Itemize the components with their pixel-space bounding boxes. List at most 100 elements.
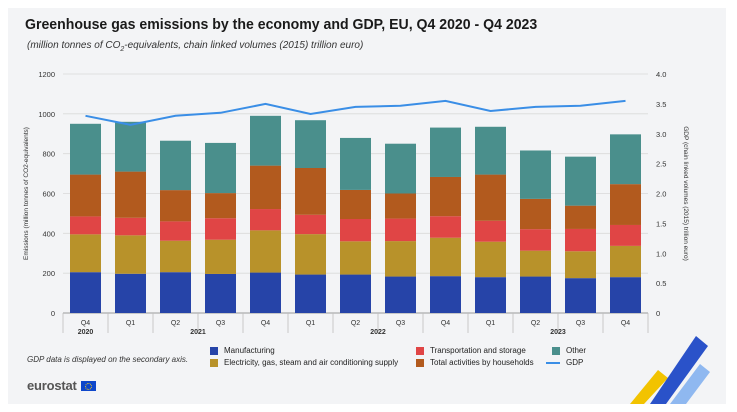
bar-other (610, 134, 641, 185)
bar-transport (250, 209, 281, 231)
legend-item-households: Total activities by households (416, 358, 534, 367)
legend-item-manufacturing: Manufacturing (210, 346, 275, 355)
bar-other (295, 120, 326, 169)
bar-other (160, 140, 191, 191)
bar-households (385, 193, 416, 219)
x-year-label: 2022 (370, 329, 386, 336)
bar-households (70, 174, 101, 217)
deco-yellow-stripe (630, 370, 668, 404)
bar-households (565, 205, 596, 229)
y2-tick-label: 2.5 (656, 160, 666, 169)
bar-other (340, 137, 371, 190)
bar-households (340, 189, 371, 219)
y2-tick-label: 3.0 (656, 130, 666, 139)
bar-transport (475, 220, 506, 242)
gdp-line (85, 99, 626, 126)
bar-households (115, 171, 146, 218)
y2-tick-label: 1.0 (656, 249, 666, 258)
bar-transport (160, 221, 191, 241)
legend-label-electricity: Electricity, gas, steam and air conditio… (224, 358, 399, 367)
bar-electricity (430, 237, 461, 277)
bar-manufacturing (385, 276, 416, 313)
x-tick-label: Q2 (351, 320, 360, 327)
bar-households (520, 198, 551, 230)
bar-manufacturing (430, 276, 461, 313)
x-tick-label: Q4 (621, 320, 630, 327)
bar-manufacturing (520, 276, 551, 313)
y-tick-label: 1200 (38, 70, 55, 79)
bar-other (565, 156, 596, 206)
legend-label-gdp: GDP (566, 358, 584, 367)
secondary-axis-note: GDP data is displayed on the secondary a… (27, 355, 189, 364)
bar-transport (520, 229, 551, 251)
bar-electricity (295, 234, 326, 275)
x-year-label: 2021 (190, 329, 206, 336)
x-tick-label: Q3 (396, 320, 405, 327)
x-tick-label: Q4 (441, 320, 450, 327)
bar-households (250, 165, 281, 210)
eu-flag-icon (80, 380, 96, 391)
bar-manufacturing (340, 274, 371, 313)
bar-transport (295, 214, 326, 235)
legend-label-transport: Transportation and storage (430, 346, 526, 355)
bar-transport (565, 228, 596, 252)
y2-tick-label: 4.0 (656, 70, 666, 79)
x-year-label: 2020 (78, 329, 94, 336)
bar-electricity (160, 240, 191, 273)
eurostat-wordmark: eurostat (27, 378, 77, 393)
bar-manufacturing (160, 272, 191, 313)
bar-transport (385, 218, 416, 242)
chart-legend: Manufacturing Electricity, gas, steam an… (210, 346, 630, 372)
decorative-corner-stripes (630, 336, 710, 404)
x-year-label: 2023 (550, 329, 566, 336)
deco-blue-stripe (650, 336, 708, 404)
legend-item-gdp: GDP (546, 358, 583, 367)
legend-swatch-other (552, 346, 560, 355)
y-tick-label: 0 (51, 309, 55, 318)
bar-manufacturing (205, 273, 236, 313)
chart-subtitle: (million tonnes of CO2-equivalents, chai… (27, 40, 363, 53)
bar-manufacturing (70, 272, 101, 313)
y-axis-title: Emissions (million tonnes of CO2-equival… (23, 127, 30, 260)
bar-transport (115, 217, 146, 236)
bar-electricity (385, 241, 416, 277)
legend-label-other: Other (566, 346, 587, 355)
y2-tick-label: 0 (656, 309, 660, 318)
x-tick-label: Q3 (576, 320, 585, 327)
x-tick-label: Q1 (126, 320, 135, 327)
y2-tick-label: 1.5 (656, 219, 666, 228)
deco-lightblue-stripe (670, 364, 710, 404)
bar-manufacturing (295, 274, 326, 313)
y2-axis-title: GDP (chain linked volumes (2015) trillio… (682, 126, 689, 261)
legend-swatch-manufacturing (210, 346, 218, 355)
legend-item-other: Other (552, 346, 586, 355)
bar-transport (340, 218, 371, 242)
legend-item-transport: Transportation and storage (416, 346, 526, 355)
y-tick-label: 400 (42, 229, 55, 238)
bar-manufacturing (565, 278, 596, 313)
bar-other (430, 127, 461, 177)
bar-manufacturing (475, 277, 506, 313)
bar-other (475, 126, 506, 175)
y2-tick-label: 2.0 (656, 190, 666, 199)
bar-electricity (565, 251, 596, 279)
bar-transport (205, 218, 236, 240)
bar-households (610, 184, 641, 225)
bar-other (520, 150, 551, 199)
bar-households (160, 190, 191, 222)
y-tick-label: 600 (42, 190, 55, 199)
legend-item-electricity: Electricity, gas, steam and air conditio… (210, 358, 398, 367)
bar-other (205, 142, 236, 194)
bar-manufacturing (610, 277, 641, 313)
bar-electricity (115, 235, 146, 274)
legend-swatch-electricity (210, 358, 218, 367)
x-tick-label: Q4 (261, 320, 270, 327)
y-tick-label: 1000 (38, 110, 55, 119)
legend-line-gdp (546, 361, 560, 364)
subtitle-subscript: 2 (120, 46, 125, 53)
bar-electricity (610, 245, 641, 278)
legend-swatch-households (416, 358, 424, 367)
y2-tick-label: 0.5 (656, 279, 666, 288)
eurostat-logo: eurostat (27, 378, 96, 393)
